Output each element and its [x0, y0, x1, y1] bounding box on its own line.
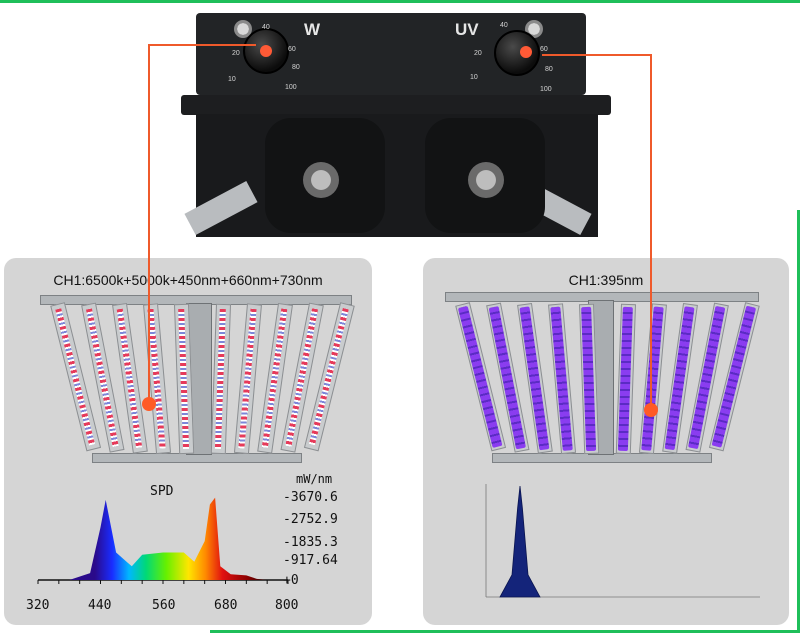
w-scale-mark: 100 — [285, 84, 297, 91]
w-scale-mark: 60 — [288, 46, 296, 53]
uv-spectrum-peak — [499, 485, 541, 598]
spd-x-tick-label: 320 — [26, 598, 50, 613]
uv-dimmer-knob[interactable] — [494, 30, 540, 76]
w-scale-mark: 80 — [292, 64, 300, 71]
uv-scale-mark: 10 — [470, 74, 478, 81]
controller-ledge — [181, 95, 611, 115]
uv-scale-mark: 80 — [545, 66, 553, 73]
w-dimmer-knob[interactable] — [243, 28, 289, 74]
w-scale-mark: 40 — [262, 24, 270, 31]
spd-y-tick-label: -2752.9 — [283, 512, 338, 527]
top-accent-stripe — [0, 0, 800, 3]
bolt-icon — [303, 162, 339, 198]
spd-y-tick-label: -917.64 — [283, 553, 338, 568]
spd-y-tick-label: -1835.3 — [283, 535, 338, 550]
uv-scale-mark: 100 — [540, 86, 552, 93]
spd-x-tick-label: 560 — [152, 598, 176, 613]
w-scale-mark: 10 — [228, 76, 236, 83]
bolt-icon — [468, 162, 504, 198]
panel-title: CH1:6500k+5000k+450nm+660nm+730nm — [53, 272, 323, 288]
spd-x-tick-label: 680 — [214, 598, 238, 613]
spd-y-tick-label: -3670.6 — [283, 490, 338, 505]
spd-unit-label: mW/nm — [296, 472, 333, 486]
w-scale-mark: 20 — [232, 50, 240, 57]
right-accent-stripe — [797, 210, 800, 630]
uv-knob-label: UV — [455, 20, 479, 39]
w-connector-line — [148, 44, 256, 46]
uv-channel-marker — [644, 403, 658, 417]
w-knob-label: W — [304, 20, 321, 39]
w-channel-marker — [142, 397, 156, 411]
w-knob-marker — [260, 45, 272, 57]
spd-y-tick-label: +0 — [283, 573, 299, 588]
uv-connector-line — [650, 54, 652, 409]
uv-knob-marker — [520, 46, 532, 58]
w-connector-line — [148, 44, 150, 404]
uv-scale-mark: 60 — [540, 46, 548, 53]
spd-chart-title: SPD — [150, 484, 174, 499]
uv-connector-line — [542, 54, 652, 56]
spd-x-tick-label: 440 — [88, 598, 112, 613]
spd-x-tick-label: 800 — [275, 598, 299, 613]
uv-scale-mark: 20 — [474, 50, 482, 57]
bottom-accent-stripe — [210, 630, 800, 633]
screw-icon — [234, 20, 252, 38]
panel-title: CH1:395nm — [568, 272, 644, 288]
spd-spectrum-area — [69, 497, 268, 580]
uv-scale-mark: 40 — [500, 22, 508, 29]
